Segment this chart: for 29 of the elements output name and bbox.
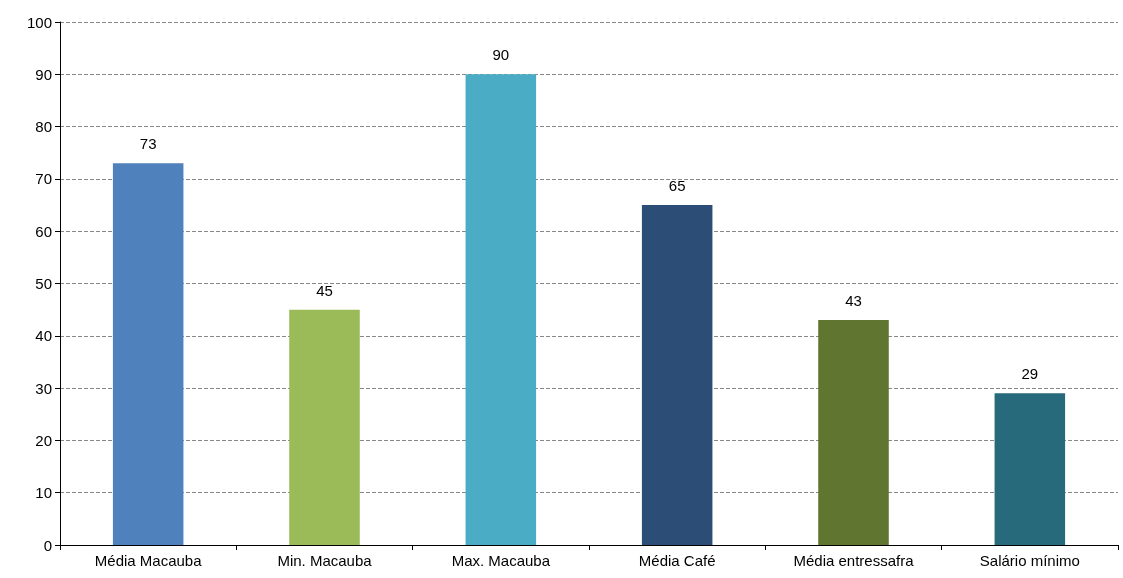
data-label: 65	[668, 177, 686, 195]
y-tick-label: 40	[35, 327, 52, 345]
y-tick-label: 30	[35, 379, 52, 397]
x-tick-label: Média Macauba	[94, 552, 203, 569]
bar	[641, 205, 713, 545]
bar	[818, 320, 889, 545]
x-tick-label: Salário mínimo	[979, 552, 1080, 569]
data-label: 90	[492, 46, 510, 64]
y-tick-label: 50	[35, 275, 52, 292]
x-tick-label: Média Café	[638, 552, 716, 569]
x-tick-label: Max. Macauba	[451, 552, 551, 569]
y-tick-label: 0	[43, 536, 52, 554]
y-tick-label: 80	[35, 118, 52, 136]
data-label: 43	[845, 292, 862, 310]
data-label: 29	[1021, 365, 1039, 383]
y-tick-label: 20	[35, 431, 52, 449]
y-tick-label: 10	[35, 484, 52, 502]
bar	[112, 163, 184, 545]
data-label: 45	[316, 281, 333, 299]
y-tick-label: 70	[35, 170, 52, 188]
x-tick-label: Média entressafra	[793, 552, 915, 569]
bar	[994, 393, 1066, 545]
data-label: 73	[139, 135, 157, 153]
bar	[465, 74, 537, 545]
bar	[289, 309, 360, 545]
y-tick-label: 100	[26, 13, 52, 31]
x-tick-label: Min. Macauba	[277, 552, 373, 569]
y-tick-label: 60	[35, 222, 52, 240]
y-tick-label: 90	[35, 65, 52, 83]
